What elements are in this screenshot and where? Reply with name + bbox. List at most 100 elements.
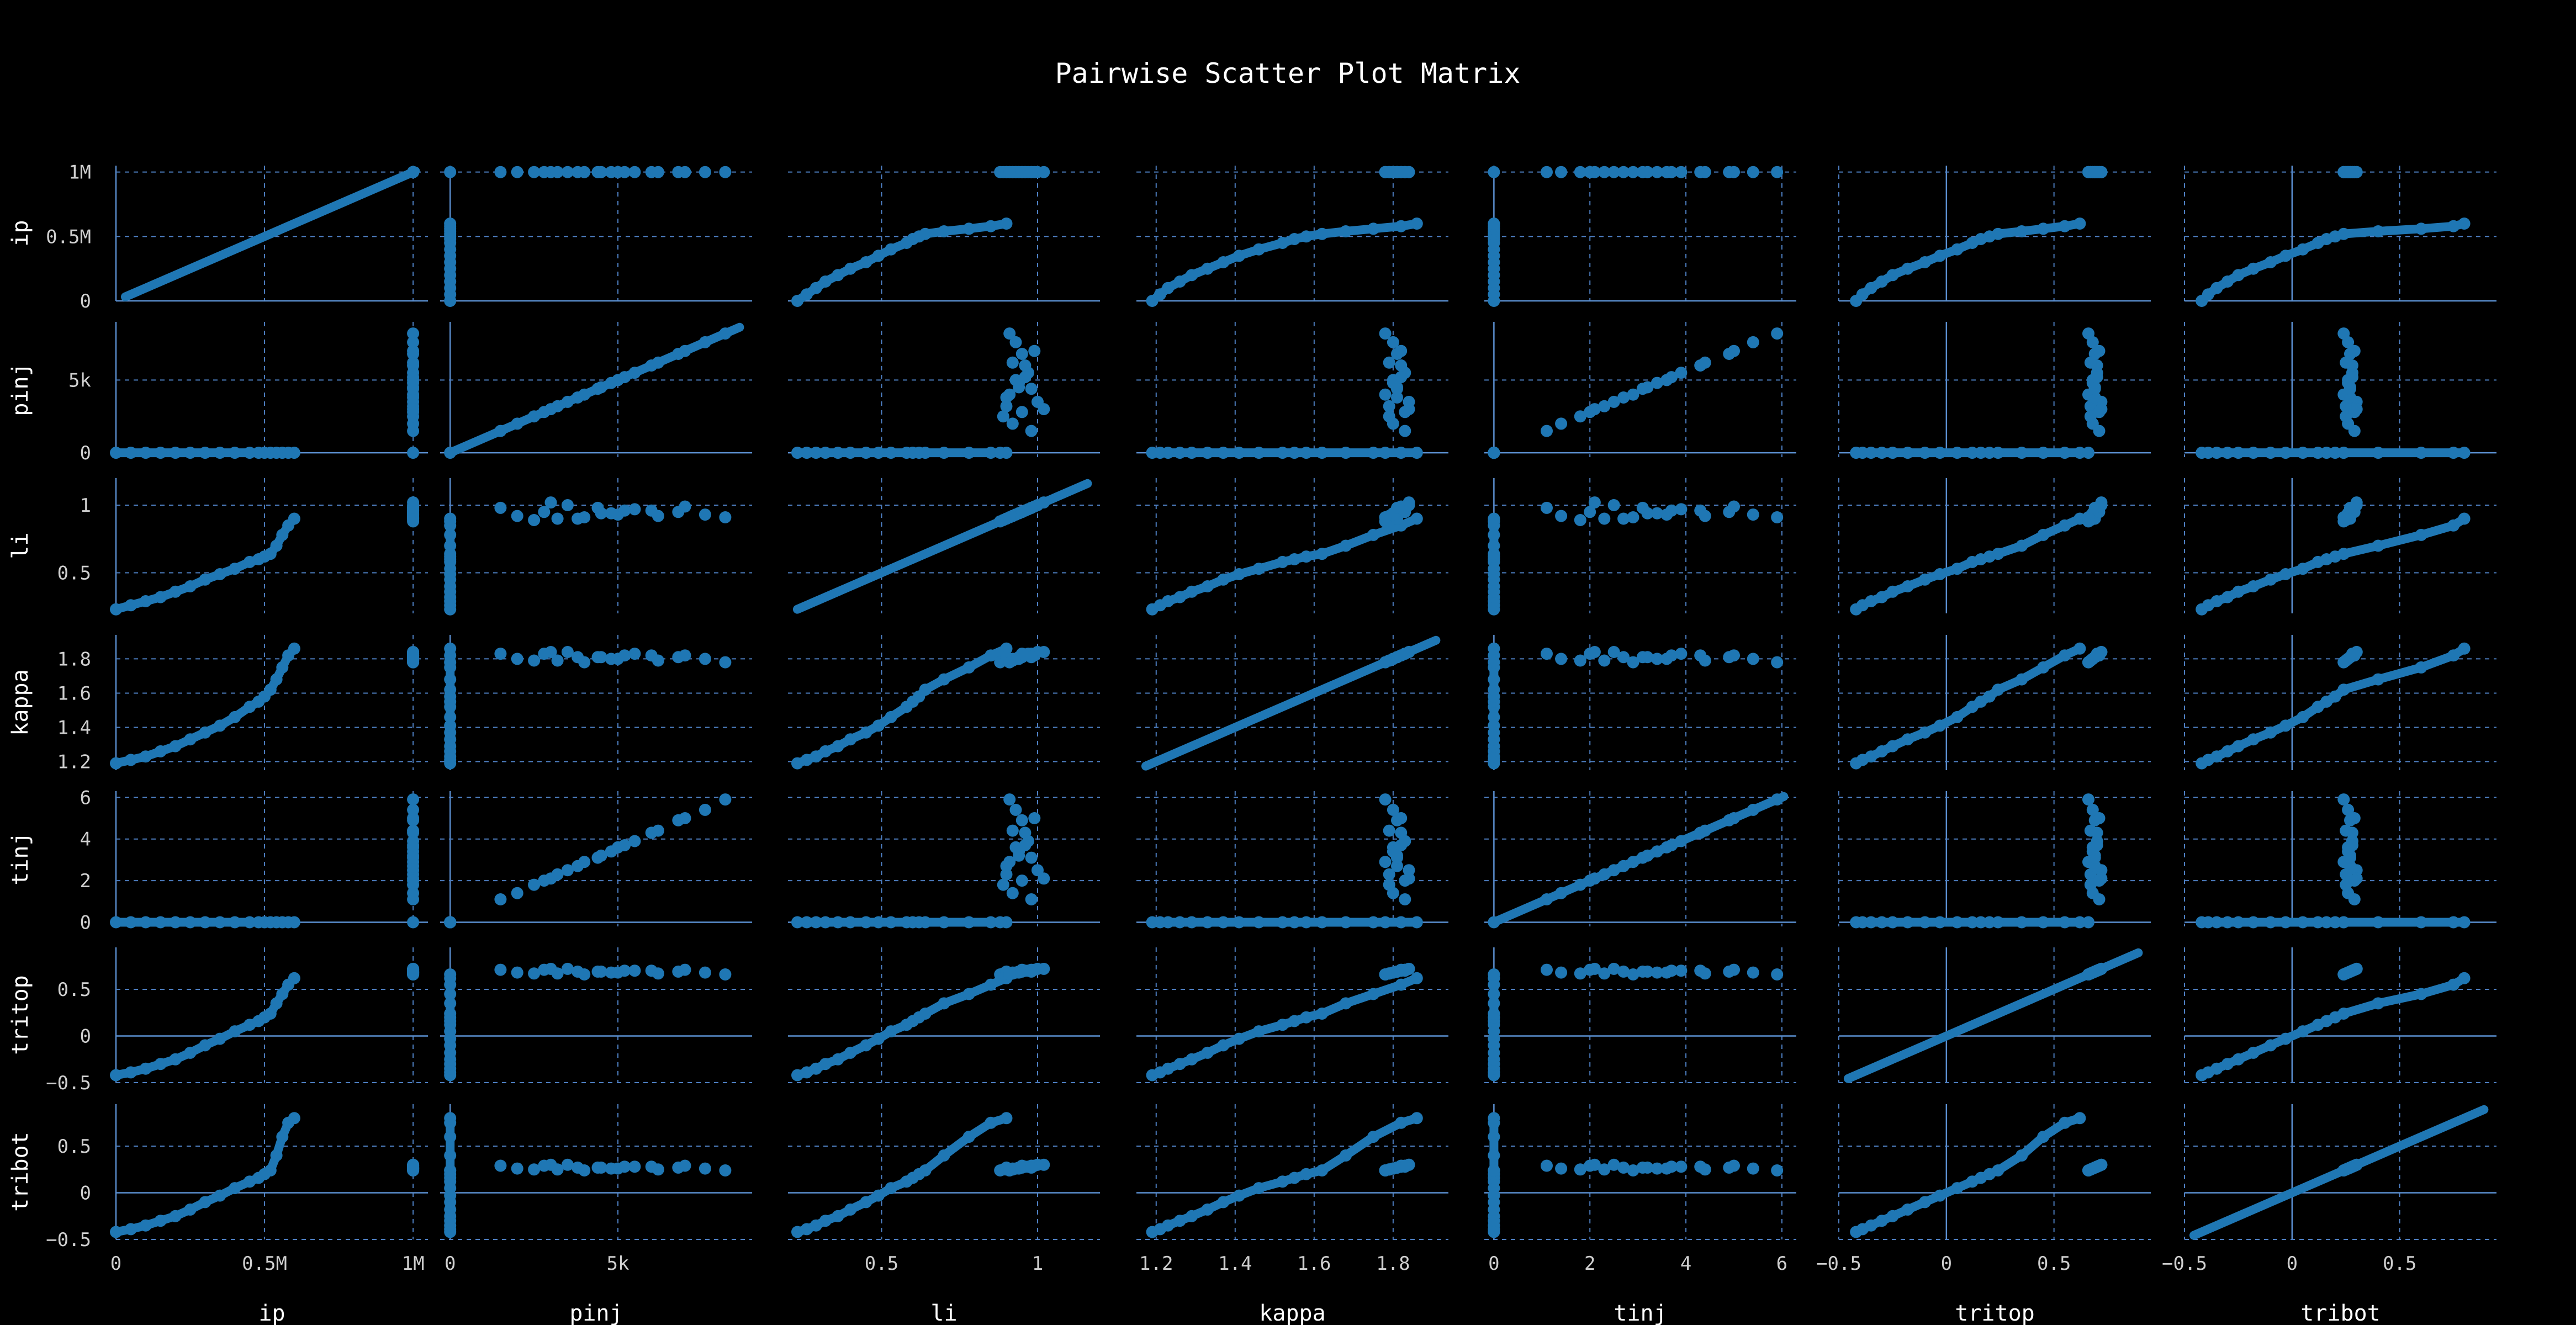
column-label-li: li [930,1301,957,1325]
data-point [1651,1162,1663,1175]
data-point [407,166,420,178]
panel-ip-vs-ip: 0 0.5M 1M [46,162,428,312]
data-point [2016,539,2028,552]
data-point [1627,511,1639,523]
x-tick-label: 2 [1584,1253,1595,1275]
data-point [169,740,182,752]
data-point [1395,812,1408,824]
data-point [1488,447,1500,459]
data-point [1252,243,1265,256]
data-point [2447,447,2460,459]
column-label-pinj: pinj [569,1301,622,1325]
data-point [1162,1062,1175,1075]
data-point [679,649,691,662]
data-point [1555,887,1568,899]
data-point [1383,410,1395,423]
panel-li-vs-tritop [1838,478,2151,616]
panel-pinj-vs-tinj [1484,322,1796,459]
data-point [1340,1149,1352,1162]
data-point [270,673,283,686]
data-point [1162,916,1175,929]
data-point [1015,814,1028,826]
data-point [1771,511,1784,523]
data-point [605,845,617,858]
data-point [154,916,167,929]
data-point [184,580,197,592]
data-point [628,648,641,660]
data-point [1379,388,1392,401]
data-point [264,683,277,696]
y-tick-label: 1.4 [57,717,91,739]
data-point [2415,528,2427,541]
data-point [407,1161,420,1174]
data-point [1015,875,1028,887]
data-point [407,327,420,340]
data-point [444,1164,457,1176]
data-point [2221,745,2234,757]
data-point [561,166,574,178]
data-point [1584,648,1596,660]
data-point [1162,447,1175,459]
data-point [1316,1008,1329,1020]
data-point [1598,1163,1611,1176]
data-point [1728,812,1740,824]
data-point [2337,916,2350,929]
data-point [1617,860,1630,872]
data-point [1395,447,1408,459]
data-point [1675,835,1688,847]
data-point [618,166,631,178]
data-point [1951,447,1964,459]
data-point [605,166,617,178]
data-point [1410,447,1423,459]
data-point [1201,1046,1214,1059]
data-point [2329,447,2341,459]
data-point [1992,548,2004,560]
data-point [1403,496,1415,509]
data-point [124,916,137,929]
data-point [1488,1008,1500,1020]
data-point [1395,978,1408,991]
data-point [407,425,420,437]
x-tick-label: 1.6 [1297,1253,1331,1275]
data-point [1019,371,1032,384]
data-point [2458,447,2471,459]
data-point [1636,965,1649,978]
data-point [2088,383,2101,395]
data-point [444,539,457,552]
data-point [184,733,197,746]
data-point [1173,1215,1186,1227]
data-point [1875,275,1888,288]
data-point [1025,965,1038,978]
x-tick-label: 1.2 [1139,1253,1173,1275]
data-point [199,1039,211,1052]
data-point [2340,356,2352,369]
data-point [2264,916,2277,929]
data-point [1865,750,1877,763]
data-point [1983,690,1996,703]
data-point [1627,1164,1639,1176]
data-point [288,1112,300,1125]
data-point [494,648,507,660]
data-point [561,499,574,511]
data-point [2372,225,2384,237]
data-point [1395,916,1408,929]
panel-tribot-vs-tribot: −0.5 0 0.5 [2162,1104,2496,1275]
data-point [1699,824,1711,837]
data-point [538,963,551,976]
x-tick-label: −0.5 [1816,1253,1861,1275]
data-point [1015,1159,1028,1172]
data-point [2088,166,2101,178]
data-point [1403,864,1415,877]
data-point [199,916,211,929]
row-label-li: li [8,532,33,559]
data-point [1865,282,1877,294]
data-point [407,391,420,404]
data-point [2279,447,2292,459]
data-point [1201,1203,1214,1216]
data-point [1598,868,1611,881]
chart-title: Pairwise Scatter Plot Matrix [1055,57,1521,89]
data-point [1607,1158,1620,1171]
data-point [860,726,872,739]
data-point [652,510,664,522]
data-point [184,1203,197,1216]
